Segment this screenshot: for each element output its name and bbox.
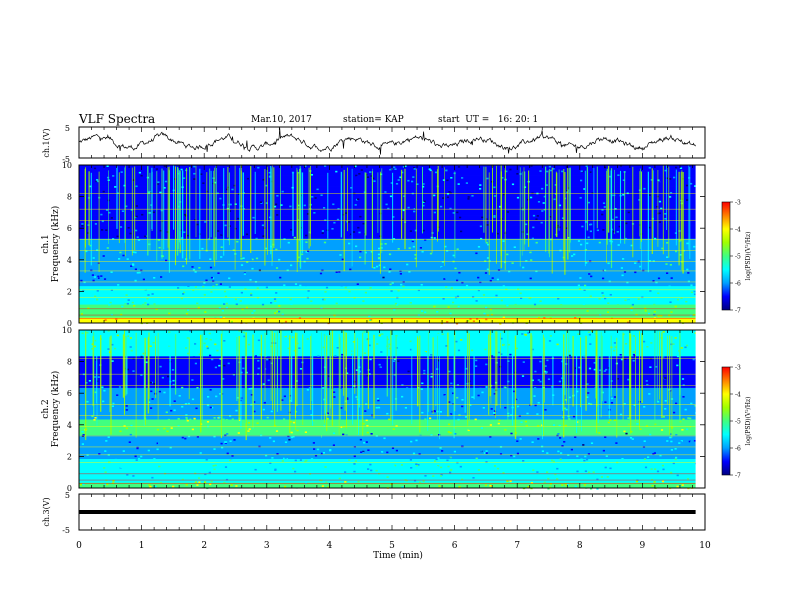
- x-tick-label: 5: [389, 541, 395, 551]
- colorbar-scale: [721, 201, 731, 311]
- x-tick-label: 9: [640, 541, 646, 551]
- station-label: station= KAP: [343, 115, 404, 125]
- ch1-spec-ylabel-channel: ch.1: [41, 234, 51, 253]
- colorbar-tick-label: -6: [735, 446, 741, 453]
- ch2-spec-ylabel-frequency: Frequency (kHz): [50, 371, 61, 448]
- colorbar-tick-label: -4: [735, 392, 741, 399]
- spec-ytick-label: 6: [67, 389, 72, 398]
- ch2-spec-ylabel-channel: ch.2: [41, 399, 51, 418]
- start-time-label: start UT = 16: 20: 1: [438, 115, 539, 125]
- spec-ytick-label: 10: [62, 161, 72, 170]
- colorbar-tick-label: -3: [735, 365, 741, 372]
- colorbar-tick-label: -4: [735, 227, 741, 234]
- x-tick-label: 6: [452, 541, 458, 551]
- ch1-spectrogram-panel: 0 2 4 6 8 10 ch.1 Frequency (kHz) -3 -4 -5 -6 -7 l…: [41, 161, 752, 328]
- colorbar-tick-label: -7: [735, 308, 741, 315]
- x-tick-label: 0: [76, 541, 82, 551]
- ch1-ytick-top: 5: [65, 124, 70, 133]
- colorbar-tick-label: -6: [735, 281, 741, 288]
- ch3-ytick-bottom: -5: [62, 526, 70, 535]
- x-tick-label: 8: [577, 541, 583, 551]
- spec-ytick-label: 0: [67, 484, 72, 493]
- spec-ytick-label: 4: [67, 256, 72, 265]
- x-tick-label: 2: [201, 541, 207, 551]
- x-tick-label: 10: [699, 541, 711, 551]
- ch1-ylabel: ch.1(V): [42, 128, 51, 157]
- ch1-waveform-line: [78, 127, 696, 155]
- ch1-spectrogram-ticks: 0 2 4 6 8 10: [62, 161, 705, 328]
- x-tick-label: 3: [264, 541, 270, 551]
- date-label: Mar.10, 2017: [251, 115, 312, 125]
- x-tick-labels: 0 1 2 3 4 5 6 7 8 9 10: [76, 127, 711, 551]
- x-tick-label: 7: [514, 541, 520, 551]
- colorbar-tick-label: -5: [735, 419, 741, 426]
- spec-ytick-label: 10: [62, 326, 72, 335]
- spec-ytick-label: 2: [67, 287, 72, 296]
- spec-ytick-label: 2: [67, 452, 72, 461]
- ch2-spectrogram-panel: 0 2 4 6 8 10 ch.2 Frequency (kHz) -3 -4 -5 -6 -7 l…: [41, 326, 752, 493]
- figure-title: VLF Spectra: [79, 112, 156, 126]
- colorbar-scale: [721, 366, 731, 476]
- ch3-ylabel: ch.3(V): [42, 497, 51, 526]
- ch1-spec-ylabel-frequency: Frequency (kHz): [50, 206, 61, 283]
- spec-ytick-label: 8: [67, 358, 72, 367]
- spec-ytick-label: 4: [67, 421, 72, 430]
- x-tick-label: 1: [139, 541, 145, 551]
- ch2-spectrogram-ticks: 0 2 4 6 8 10: [62, 326, 705, 493]
- ch1-ytick-bottom: -5: [62, 155, 70, 164]
- ch2-spectrogram-image: [79, 330, 705, 490]
- colorbar-label: log(PSD)(V²/Hz): [745, 232, 752, 281]
- ch2-colorbar: -3 -4 -5 -6 -7 log(PSD)(V²/Hz): [721, 365, 752, 480]
- ch1-spectrogram-image: [79, 165, 705, 325]
- colorbar-tick-label: -7: [735, 473, 741, 480]
- colorbar-tick-label: -3: [735, 200, 741, 207]
- colorbar-label: log(PSD)(V²/Hz): [745, 397, 752, 446]
- ch1-colorbar: -3 -4 -5 -6 -7 log(PSD)(V²/Hz): [721, 200, 752, 315]
- spec-ytick-label: 0: [67, 319, 72, 328]
- x-axis-label: Time (min): [373, 550, 423, 561]
- spec-ytick-label: 8: [67, 193, 72, 202]
- x-tick-label: 4: [327, 541, 333, 551]
- spec-ytick-label: 6: [67, 224, 72, 233]
- ch3-ytick-top: 5: [65, 491, 70, 500]
- colorbar-tick-label: -5: [735, 254, 741, 261]
